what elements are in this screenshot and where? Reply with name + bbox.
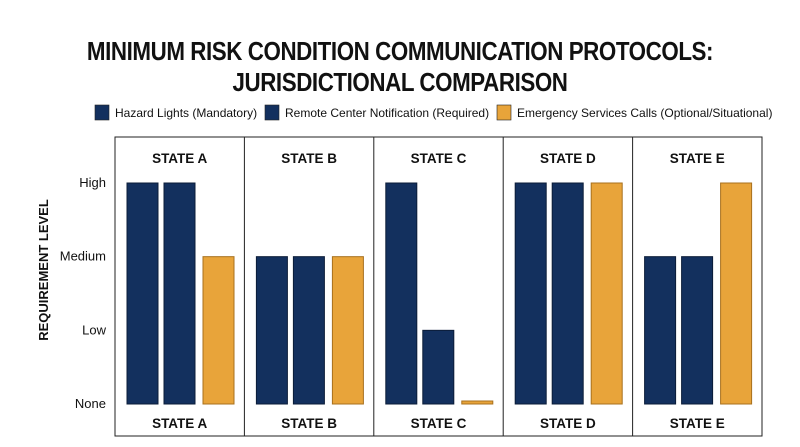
y-tick-label-none: None — [75, 396, 106, 411]
x-tick-label-state-b: STATE B — [281, 416, 337, 431]
x-tick-label-state-a: STATE A — [152, 416, 207, 431]
y-tick-label-medium: Medium — [60, 249, 106, 264]
legend-swatch-1 — [94, 104, 110, 121]
legend-item-1: Hazard Lights (Mandatory) — [94, 104, 257, 121]
panel-header-state-e: STATE E — [670, 151, 725, 166]
bar-state-b-series-2 — [292, 256, 325, 405]
bar-state-a-series-2 — [163, 182, 196, 405]
plot-frame — [114, 136, 763, 437]
panel-header-state-c: STATE C — [411, 151, 467, 166]
bar-state-c-series-3 — [461, 400, 494, 405]
y-axis-label: REQUIREMENT LEVEL — [36, 199, 51, 341]
bar-state-b-series-1 — [255, 256, 288, 405]
panel-header-state-b: STATE B — [281, 151, 337, 166]
legend-swatch-3 — [496, 104, 512, 121]
legend-swatch-2 — [264, 104, 280, 121]
legend-item-3: Emergency Services Calls (Optional/Situa… — [496, 104, 772, 121]
bar-state-c-series-1 — [385, 182, 418, 405]
bar-state-d-series-2 — [551, 182, 584, 405]
bar-state-d-series-3 — [590, 182, 623, 405]
bar-state-c-series-2 — [422, 329, 455, 405]
bar-state-e-series-1 — [644, 256, 677, 405]
chart-title-line-1: MINIMUM RISK CONDITION COMMUNICATION PRO… — [86, 36, 714, 66]
y-tick-label-low: Low — [82, 322, 106, 337]
bar-state-a-series-3 — [202, 256, 235, 405]
x-tick-label-state-d: STATE D — [540, 416, 596, 431]
chart-title: MINIMUM RISK CONDITION COMMUNICATION PRO… — [56, 36, 744, 98]
bar-state-b-series-3 — [331, 256, 364, 405]
bar-state-a-series-1 — [126, 182, 159, 405]
legend-label-2: Remote Center Notification (Required) — [285, 106, 489, 120]
panel-header-state-a: STATE A — [152, 151, 207, 166]
panel-header-state-d: STATE D — [540, 151, 596, 166]
state-panels: STATE A STATE A STATE B STATE B STATE C STATE… — [114, 136, 763, 437]
bar-state-e-series-3 — [720, 182, 753, 405]
x-tick-label-state-e: STATE E — [670, 416, 725, 431]
legend: Hazard Lights (Mandatory) Remote Center N… — [94, 104, 772, 121]
legend-label-1: Hazard Lights (Mandatory) — [115, 106, 257, 120]
bars — [126, 182, 753, 405]
y-tick-label-high: High — [79, 175, 106, 190]
y-axis: REQUIREMENT LEVEL None Low Medium High — [36, 175, 107, 411]
x-tick-label-state-c: STATE C — [411, 416, 467, 431]
bar-state-d-series-1 — [514, 182, 547, 405]
legend-item-2: Remote Center Notification (Required) — [264, 104, 489, 121]
chart-title-line-2: JURISDICTIONAL COMPARISON — [232, 67, 568, 97]
bar-state-e-series-2 — [681, 256, 714, 405]
legend-label-3: Emergency Services Calls (Optional/Situa… — [517, 106, 772, 120]
